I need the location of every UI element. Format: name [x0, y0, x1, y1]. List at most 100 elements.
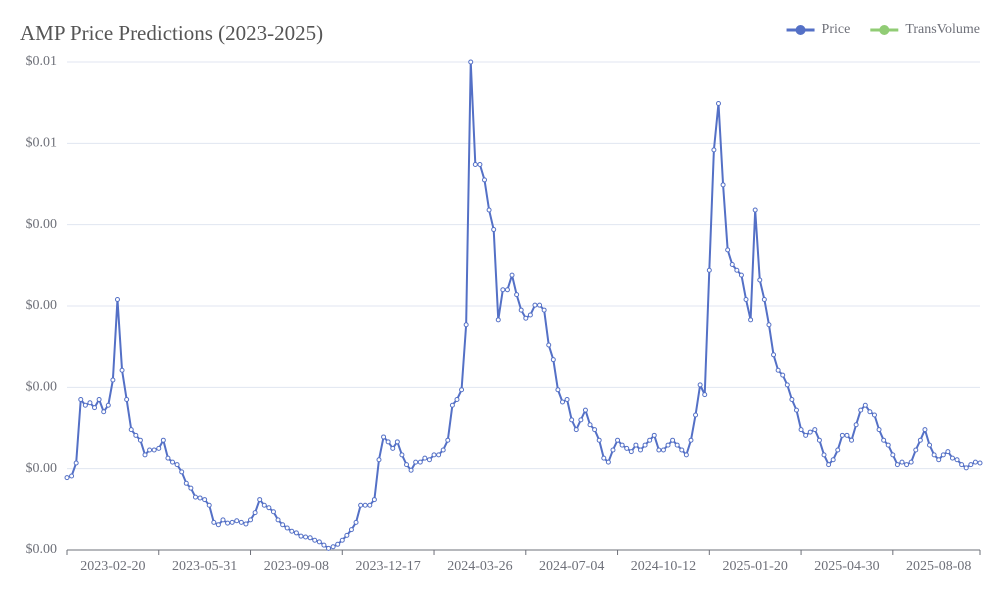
data-point [821, 452, 827, 458]
data-point [936, 457, 942, 463]
data-point [330, 544, 336, 550]
data-point [142, 452, 148, 458]
data-point [257, 497, 263, 503]
data-point [812, 427, 818, 433]
data-point [147, 447, 153, 453]
data-point [238, 519, 244, 525]
x-tick-label: 2024-10-12 [631, 559, 696, 574]
data-point [160, 437, 166, 443]
data-point [436, 452, 442, 458]
data-point [114, 296, 120, 302]
data-point [775, 367, 781, 373]
data-point [945, 449, 951, 455]
data-point [830, 457, 836, 463]
data-point [477, 161, 483, 167]
data-point [968, 462, 974, 468]
data-point [472, 161, 478, 167]
data-point [885, 442, 891, 448]
data-point [972, 459, 978, 465]
data-point [780, 372, 786, 378]
data-point [858, 407, 864, 413]
data-point [362, 502, 368, 508]
legend-label: Price [822, 22, 851, 37]
data-point [514, 292, 520, 298]
data-point [170, 459, 176, 465]
data-point [871, 412, 877, 418]
data-point [771, 352, 777, 358]
data-point [523, 315, 529, 321]
data-point [353, 519, 359, 525]
data-point [225, 520, 231, 526]
data-point [394, 439, 400, 445]
data-point [835, 447, 841, 453]
data-point [550, 357, 556, 363]
data-point [569, 417, 575, 423]
legend-icon [795, 25, 806, 35]
data-point [440, 447, 446, 453]
data-point [211, 519, 217, 525]
data-point [381, 434, 387, 440]
data-point [587, 422, 593, 428]
data-point [431, 452, 437, 458]
data-point [564, 397, 570, 403]
data-point [610, 447, 616, 453]
data-point [789, 397, 795, 403]
legend-icon [879, 25, 890, 35]
data-point [110, 377, 116, 383]
data-point [73, 460, 79, 466]
data-point [890, 452, 896, 458]
data-point [188, 485, 194, 491]
data-point [78, 397, 84, 403]
data-point [197, 495, 203, 501]
data-point [137, 437, 143, 443]
data-point [849, 437, 855, 443]
x-tick-label: 2023-02-20 [80, 559, 145, 574]
data-point [867, 409, 873, 415]
data-point [807, 429, 813, 435]
data-point [899, 459, 905, 465]
data-point [280, 522, 286, 528]
data-point [720, 182, 726, 188]
data-point [582, 407, 588, 413]
data-point [119, 367, 125, 373]
data-point [367, 502, 373, 508]
data-point [715, 100, 721, 106]
data-point [592, 427, 598, 433]
data-point [757, 277, 763, 283]
y-tick-label: $0.00 [26, 461, 58, 476]
data-point [275, 517, 281, 523]
data-point [87, 400, 93, 406]
x-tick-label: 2024-03-26 [447, 559, 512, 574]
data-point [454, 397, 460, 403]
data-point [293, 530, 299, 536]
data-point [954, 457, 960, 463]
data-point [92, 405, 98, 411]
data-point [192, 494, 198, 500]
data-point [839, 432, 845, 438]
data-point [674, 442, 680, 448]
data-point [793, 407, 799, 413]
data-point [913, 447, 919, 453]
data-point [862, 402, 868, 408]
data-point [959, 462, 965, 468]
data-point [949, 455, 955, 461]
data-point [408, 467, 414, 473]
data-point [917, 437, 923, 443]
data-point [385, 439, 391, 445]
data-point [426, 457, 432, 463]
data-point [559, 399, 565, 405]
data-point [803, 432, 809, 438]
data-point [518, 307, 524, 313]
data-point [660, 447, 666, 453]
data-point [243, 521, 249, 527]
data-point [96, 397, 102, 403]
data-point [179, 469, 185, 475]
data-point [482, 177, 488, 183]
data-point [931, 452, 937, 458]
data-point [312, 537, 318, 543]
y-tick-label: $0.00 [26, 542, 58, 557]
data-point [376, 457, 382, 463]
data-point [683, 452, 689, 458]
data-point [316, 539, 322, 545]
data-point [82, 402, 88, 408]
